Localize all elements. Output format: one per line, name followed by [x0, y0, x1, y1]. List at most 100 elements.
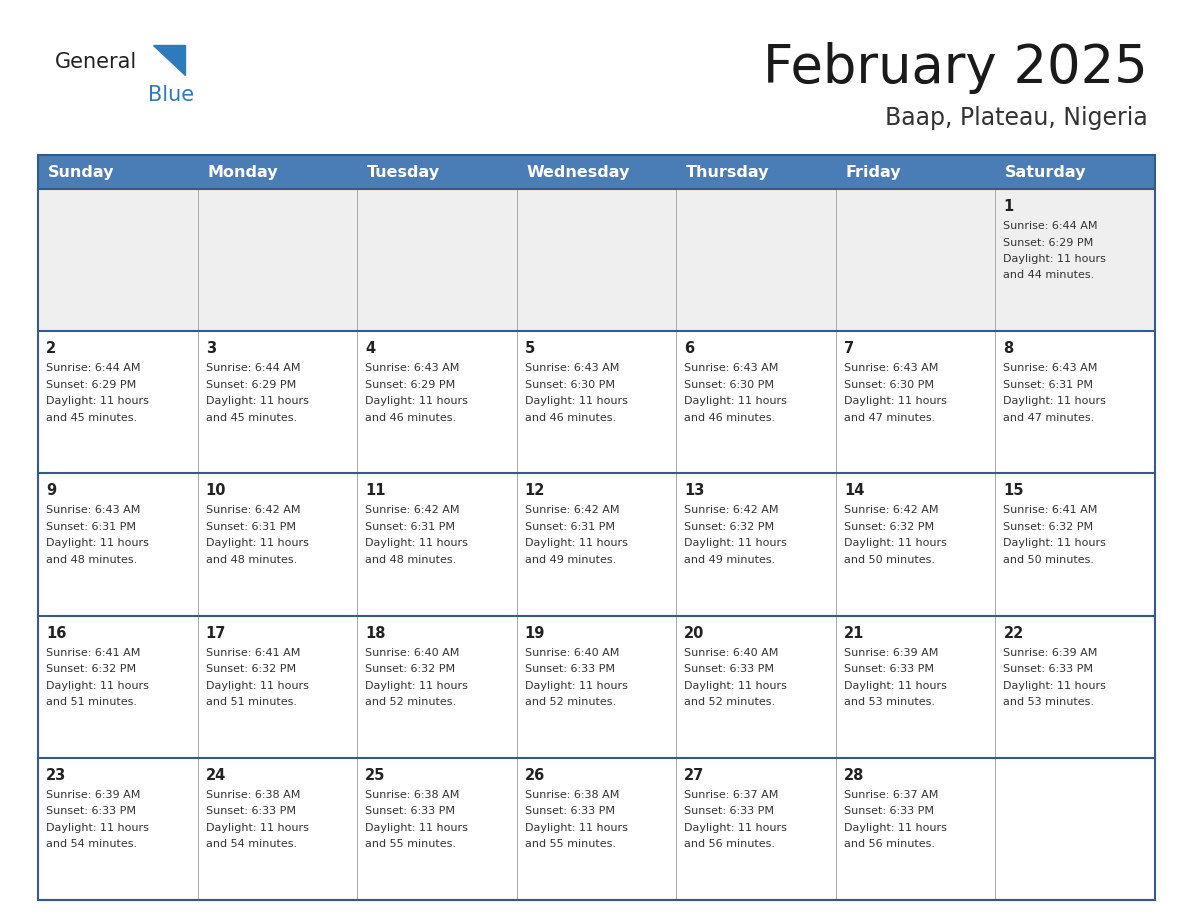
Text: Sunset: 6:33 PM: Sunset: 6:33 PM: [525, 806, 614, 816]
Bar: [38, 331, 197, 474]
Text: Daylight: 11 hours: Daylight: 11 hours: [525, 680, 627, 690]
Text: and 45 minutes.: and 45 minutes.: [46, 413, 137, 422]
Bar: [996, 757, 1155, 900]
Bar: [358, 189, 517, 331]
Text: Sunrise: 6:43 AM: Sunrise: 6:43 AM: [365, 364, 460, 374]
Text: February 2025: February 2025: [763, 42, 1148, 94]
Bar: [197, 474, 358, 616]
Text: Sunrise: 6:42 AM: Sunrise: 6:42 AM: [365, 506, 460, 515]
Text: 19: 19: [525, 625, 545, 641]
Bar: [517, 189, 676, 331]
Text: 6: 6: [684, 341, 695, 356]
Text: Sunrise: 6:44 AM: Sunrise: 6:44 AM: [46, 364, 140, 374]
Text: and 44 minutes.: and 44 minutes.: [1004, 271, 1094, 281]
Bar: [517, 757, 676, 900]
Text: 16: 16: [46, 625, 67, 641]
Text: 1: 1: [1004, 199, 1013, 214]
Bar: [996, 331, 1155, 474]
Text: 25: 25: [365, 767, 386, 783]
Bar: [38, 155, 197, 189]
Text: 23: 23: [46, 767, 67, 783]
Text: 18: 18: [365, 625, 386, 641]
Bar: [996, 474, 1155, 616]
Text: and 52 minutes.: and 52 minutes.: [365, 697, 456, 707]
Text: Sunrise: 6:37 AM: Sunrise: 6:37 AM: [843, 789, 939, 800]
Text: and 49 minutes.: and 49 minutes.: [525, 554, 615, 565]
Text: Sunrise: 6:39 AM: Sunrise: 6:39 AM: [46, 789, 140, 800]
Bar: [836, 757, 996, 900]
Text: Sunrise: 6:43 AM: Sunrise: 6:43 AM: [684, 364, 778, 374]
Text: Daylight: 11 hours: Daylight: 11 hours: [46, 397, 148, 406]
Text: Sunset: 6:33 PM: Sunset: 6:33 PM: [684, 664, 775, 674]
Text: and 46 minutes.: and 46 minutes.: [684, 413, 776, 422]
Text: Sunrise: 6:44 AM: Sunrise: 6:44 AM: [1004, 221, 1098, 231]
Bar: [836, 155, 996, 189]
Text: 15: 15: [1004, 484, 1024, 498]
Bar: [517, 155, 676, 189]
Text: Sunset: 6:29 PM: Sunset: 6:29 PM: [46, 380, 137, 390]
Bar: [836, 616, 996, 757]
Text: Daylight: 11 hours: Daylight: 11 hours: [843, 823, 947, 833]
Text: 14: 14: [843, 484, 864, 498]
Text: Sunset: 6:32 PM: Sunset: 6:32 PM: [206, 664, 296, 674]
Text: Sunrise: 6:39 AM: Sunrise: 6:39 AM: [1004, 647, 1098, 657]
Bar: [517, 331, 676, 474]
Text: Daylight: 11 hours: Daylight: 11 hours: [525, 538, 627, 548]
Text: and 51 minutes.: and 51 minutes.: [206, 697, 297, 707]
Text: Sunday: Sunday: [48, 164, 114, 180]
Text: Sunrise: 6:42 AM: Sunrise: 6:42 AM: [684, 506, 779, 515]
Text: 10: 10: [206, 484, 226, 498]
Text: 11: 11: [365, 484, 386, 498]
Text: Sunrise: 6:41 AM: Sunrise: 6:41 AM: [46, 647, 140, 657]
Text: 26: 26: [525, 767, 545, 783]
Text: Sunset: 6:33 PM: Sunset: 6:33 PM: [206, 806, 296, 816]
Text: Thursday: Thursday: [685, 164, 770, 180]
Bar: [996, 189, 1155, 331]
Text: 22: 22: [1004, 625, 1024, 641]
Bar: [676, 331, 836, 474]
Text: Sunset: 6:29 PM: Sunset: 6:29 PM: [365, 380, 455, 390]
Text: 3: 3: [206, 341, 216, 356]
Text: Sunrise: 6:38 AM: Sunrise: 6:38 AM: [365, 789, 460, 800]
Text: Tuesday: Tuesday: [367, 164, 440, 180]
Text: Daylight: 11 hours: Daylight: 11 hours: [206, 397, 309, 406]
Text: Sunrise: 6:41 AM: Sunrise: 6:41 AM: [206, 647, 299, 657]
Text: Sunset: 6:33 PM: Sunset: 6:33 PM: [365, 806, 455, 816]
Text: Sunset: 6:30 PM: Sunset: 6:30 PM: [684, 380, 775, 390]
Text: and 46 minutes.: and 46 minutes.: [365, 413, 456, 422]
Text: 13: 13: [684, 484, 704, 498]
Text: and 56 minutes.: and 56 minutes.: [843, 839, 935, 849]
Text: and 54 minutes.: and 54 minutes.: [206, 839, 297, 849]
Text: Sunset: 6:29 PM: Sunset: 6:29 PM: [1004, 238, 1094, 248]
Text: Sunrise: 6:43 AM: Sunrise: 6:43 AM: [525, 364, 619, 374]
Text: and 56 minutes.: and 56 minutes.: [684, 839, 776, 849]
Text: Daylight: 11 hours: Daylight: 11 hours: [684, 397, 788, 406]
Text: Sunset: 6:33 PM: Sunset: 6:33 PM: [1004, 664, 1093, 674]
Bar: [38, 616, 197, 757]
Text: and 54 minutes.: and 54 minutes.: [46, 839, 137, 849]
Text: Sunset: 6:33 PM: Sunset: 6:33 PM: [843, 806, 934, 816]
Text: and 55 minutes.: and 55 minutes.: [525, 839, 615, 849]
Text: Sunset: 6:31 PM: Sunset: 6:31 PM: [1004, 380, 1093, 390]
Bar: [676, 757, 836, 900]
Bar: [197, 189, 358, 331]
Text: Sunrise: 6:43 AM: Sunrise: 6:43 AM: [46, 506, 140, 515]
Text: 28: 28: [843, 767, 864, 783]
Text: and 53 minutes.: and 53 minutes.: [1004, 697, 1094, 707]
Text: Sunrise: 6:40 AM: Sunrise: 6:40 AM: [365, 647, 460, 657]
Bar: [676, 155, 836, 189]
Text: Sunrise: 6:42 AM: Sunrise: 6:42 AM: [843, 506, 939, 515]
Text: Daylight: 11 hours: Daylight: 11 hours: [1004, 538, 1106, 548]
Bar: [197, 616, 358, 757]
Text: Sunset: 6:30 PM: Sunset: 6:30 PM: [843, 380, 934, 390]
Text: Sunset: 6:32 PM: Sunset: 6:32 PM: [843, 522, 934, 532]
Text: Daylight: 11 hours: Daylight: 11 hours: [46, 823, 148, 833]
Text: Daylight: 11 hours: Daylight: 11 hours: [1004, 680, 1106, 690]
Text: and 47 minutes.: and 47 minutes.: [1004, 413, 1094, 422]
Text: Daylight: 11 hours: Daylight: 11 hours: [1004, 254, 1106, 264]
Text: 7: 7: [843, 341, 854, 356]
Bar: [358, 155, 517, 189]
Text: 12: 12: [525, 484, 545, 498]
Text: Daylight: 11 hours: Daylight: 11 hours: [843, 680, 947, 690]
Bar: [517, 616, 676, 757]
